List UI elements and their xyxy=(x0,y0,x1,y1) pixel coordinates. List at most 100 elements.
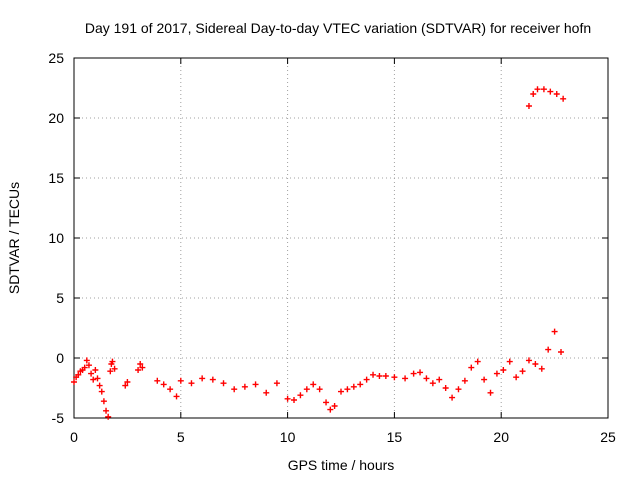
data-point xyxy=(199,375,206,382)
data-point xyxy=(540,86,547,93)
data-point xyxy=(323,399,330,406)
y-tick-label: 20 xyxy=(48,110,64,126)
x-axis-label: GPS time / hours xyxy=(288,457,395,473)
axis-ticks: 0 5 10 15 20 25 -5 0 5 10 15 20 25 xyxy=(48,50,616,445)
x-tick-label: 20 xyxy=(493,429,509,445)
chart-title: Day 191 of 2017, Sidereal Day-to-day VTE… xyxy=(85,20,591,36)
data-point xyxy=(327,406,334,413)
data-point xyxy=(410,370,417,377)
data-point xyxy=(111,365,118,372)
y-tick-label: 5 xyxy=(56,290,64,306)
data-point xyxy=(177,377,184,384)
data-point xyxy=(137,361,144,367)
data-point xyxy=(545,346,552,353)
data-point xyxy=(493,370,500,377)
data-point xyxy=(506,358,513,365)
data-point xyxy=(105,413,112,420)
data-point xyxy=(90,376,97,383)
data-point xyxy=(88,370,95,377)
y-tick-label: 0 xyxy=(56,350,64,366)
data-point xyxy=(85,362,92,369)
data-point xyxy=(263,389,270,396)
data-point xyxy=(75,371,82,378)
data-point xyxy=(436,376,443,383)
data-point xyxy=(316,386,323,393)
y-tick-label: 10 xyxy=(48,230,64,246)
data-point xyxy=(513,374,520,381)
y-tick-label: 15 xyxy=(48,170,64,186)
data-point xyxy=(81,364,88,371)
data-point xyxy=(284,395,291,402)
data-point xyxy=(98,388,105,395)
data-point xyxy=(167,386,174,393)
data-point xyxy=(538,365,545,372)
data-point xyxy=(474,358,481,365)
data-point xyxy=(455,386,462,393)
data-point xyxy=(96,382,103,389)
data-point xyxy=(160,381,167,388)
data-point xyxy=(71,379,77,385)
data-point xyxy=(103,407,110,414)
data-point xyxy=(429,380,436,387)
data-point xyxy=(124,379,131,385)
data-point xyxy=(344,386,351,393)
data-point xyxy=(468,364,475,371)
y-tick-label: 25 xyxy=(48,50,64,66)
data-point xyxy=(461,377,468,384)
data-point xyxy=(303,386,310,393)
data-point xyxy=(220,380,227,387)
data-point xyxy=(402,375,409,382)
data-point xyxy=(188,380,195,387)
data-point xyxy=(417,369,424,376)
data-point xyxy=(107,368,114,375)
x-tick-label: 10 xyxy=(280,429,296,445)
data-point xyxy=(487,389,494,396)
data-point xyxy=(525,103,532,109)
data-point xyxy=(173,393,180,400)
data-point xyxy=(442,385,449,391)
data-point xyxy=(519,368,526,375)
data-point xyxy=(209,376,216,383)
data-point xyxy=(376,373,383,379)
data-point xyxy=(338,388,344,395)
data-point xyxy=(331,403,338,409)
data-point xyxy=(382,373,389,379)
x-tick-label: 0 xyxy=(70,429,78,445)
data-point xyxy=(252,381,259,388)
data-point xyxy=(122,382,129,389)
data-point xyxy=(534,86,541,93)
grid xyxy=(74,58,608,418)
data-point xyxy=(530,91,537,97)
data-point xyxy=(551,328,558,335)
data-point xyxy=(350,383,357,390)
data-point xyxy=(391,374,398,381)
data-point xyxy=(273,380,280,387)
data-point xyxy=(154,377,161,384)
data-point xyxy=(481,376,488,383)
y-tick-label: -5 xyxy=(52,410,65,426)
data-point xyxy=(291,397,298,403)
x-tick-label: 5 xyxy=(177,429,185,445)
data-point xyxy=(363,376,370,383)
data-point xyxy=(525,357,532,364)
data-points xyxy=(71,86,567,420)
y-axis-label: SDTVAR / TECUs xyxy=(6,182,22,294)
x-tick-label: 25 xyxy=(600,429,616,445)
data-point xyxy=(92,367,99,373)
data-point xyxy=(94,375,101,382)
data-point xyxy=(109,358,116,365)
data-point xyxy=(423,375,430,382)
data-point xyxy=(139,364,146,371)
data-point xyxy=(370,371,377,378)
data-point xyxy=(500,367,507,373)
data-point xyxy=(560,95,567,102)
data-point xyxy=(231,386,238,393)
data-point xyxy=(547,88,554,95)
x-tick-label: 15 xyxy=(387,429,403,445)
data-point xyxy=(83,357,90,364)
data-point xyxy=(100,398,107,405)
data-point xyxy=(449,394,456,401)
data-point xyxy=(553,91,560,97)
data-point xyxy=(241,383,248,390)
